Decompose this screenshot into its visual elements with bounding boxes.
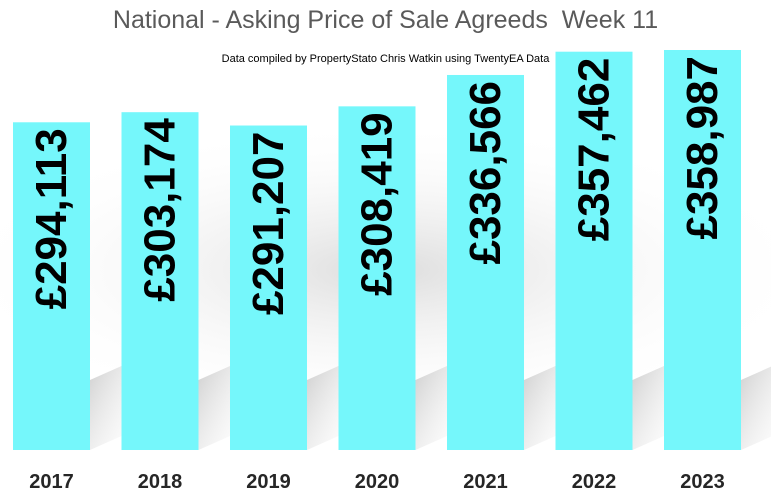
bar-2018 <box>121 112 199 450</box>
x-tick-label-2023: 2023 <box>680 471 725 493</box>
bar-2017 <box>13 122 90 450</box>
data-label-2019: £291,207 <box>244 132 293 316</box>
bar-2019 <box>230 125 307 451</box>
x-tick-label-2020: 2020 <box>355 471 400 493</box>
data-label-2017: £294,113 <box>27 128 76 309</box>
bar-2023 <box>664 50 741 450</box>
bar-2020 <box>338 106 416 450</box>
chart-subtitle: Data compiled by PropertyStato Chris Wat… <box>221 53 550 65</box>
bar-shadow <box>741 366 771 450</box>
data-label-2018: £303,174 <box>136 118 185 302</box>
x-tick-label-2017: 2017 <box>29 471 74 493</box>
data-label-2023: £358,987 <box>678 56 727 240</box>
data-label-2021: £336,566 <box>461 81 510 265</box>
bar-2022 <box>555 51 633 451</box>
bar-2021 <box>447 74 524 451</box>
x-tick-label-2019: 2019 <box>246 471 291 493</box>
data-label-2020: £308,419 <box>353 112 402 296</box>
chart-title: National - Asking Price of Sale Agreeds … <box>112 6 659 34</box>
data-label-2022: £357,462 <box>570 58 619 242</box>
x-tick-label-2018: 2018 <box>138 471 183 493</box>
x-tick-label-2021: 2021 <box>463 471 508 493</box>
x-tick-label-2022: 2022 <box>572 471 617 493</box>
